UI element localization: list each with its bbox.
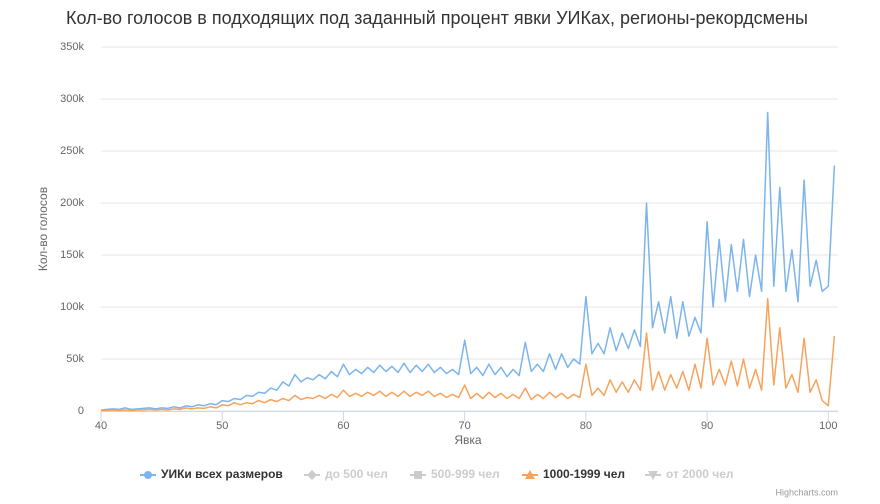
legend-label: от 2000 чел <box>666 467 734 481</box>
legend-marker <box>648 471 658 480</box>
legend-label: до 500 чел <box>325 467 388 481</box>
chart-title: Кол-во голосов в подходящих под заданный… <box>66 8 808 28</box>
legend-label: УИКи всех размеров <box>161 467 283 481</box>
series-line <box>100 111 836 411</box>
y-axis-title: Кол-во голосов <box>36 187 50 271</box>
legend-label: 1000-1999 чел <box>543 467 625 481</box>
legend-marker <box>144 471 152 479</box>
y-tick-label: 50k <box>66 353 84 365</box>
legend-item[interactable]: до 500 чел <box>304 467 388 481</box>
x-tick-label: 60 <box>337 420 349 432</box>
legend-marker <box>307 470 317 480</box>
legend-marker <box>414 471 422 479</box>
legend-item[interactable]: УИКи всех размеров <box>140 467 283 481</box>
y-tick-label: 100k <box>60 301 84 313</box>
x-tick-label: 40 <box>95 420 107 432</box>
x-axis-title: Явка <box>454 433 482 447</box>
x-tick-label: 100 <box>819 420 837 432</box>
legend-item[interactable]: 500-999 чел <box>410 467 500 481</box>
y-tick-label: 300k <box>60 93 84 105</box>
legend-marker <box>525 470 535 479</box>
x-tick-label: 90 <box>701 420 713 432</box>
y-tick-label: 150k <box>60 249 84 261</box>
x-tick-label: 50 <box>216 420 228 432</box>
y-tick-label: 250k <box>60 145 84 157</box>
y-tick-label: 0 <box>78 405 84 417</box>
credits[interactable]: Highcharts.com <box>775 487 838 497</box>
legend-item[interactable]: 1000-1999 чел <box>522 467 625 481</box>
legend-label: 500-999 чел <box>431 467 500 481</box>
x-tick-label: 80 <box>580 420 592 432</box>
y-tick-label: 350k <box>60 41 84 53</box>
legend: УИКи всех размеров до 500 чел 500-999 чел 1… <box>140 467 734 481</box>
series-line <box>101 297 836 412</box>
x-tick-label: 70 <box>459 420 471 432</box>
legend-item[interactable]: от 2000 чел <box>645 467 734 481</box>
y-tick-label: 200k <box>60 197 84 209</box>
